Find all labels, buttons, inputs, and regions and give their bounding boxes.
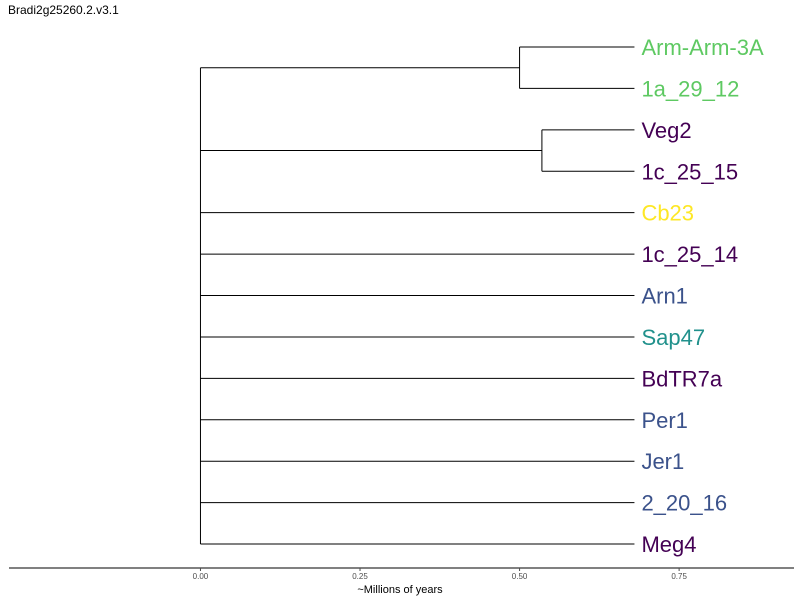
leaf-labels: Arm-Arm-3A 1a_29_12 Veg2 1c_25_15 Cb23 1c_25_… — [641, 35, 764, 557]
leaf-label: Arm-Arm-3A — [641, 35, 764, 60]
x-tick-label: 0.25 — [352, 572, 368, 581]
leaf-label: 2_20_16 — [641, 491, 727, 516]
leaf-label: 1a_29_12 — [641, 76, 739, 101]
leaf-label: Arn1 — [641, 284, 687, 309]
leaf-label: Meg4 — [641, 532, 696, 557]
x-tick-label: 0.00 — [193, 572, 209, 581]
x-axis: 0.00 0.25 0.50 0.75 — [9, 567, 794, 581]
leaf-label: 1c_25_14 — [641, 242, 738, 267]
leaf-label: Jer1 — [641, 449, 684, 474]
chart-title: Bradi2g25260.2.v3.1 — [8, 3, 119, 17]
x-axis-title: ~Millions of years — [357, 584, 443, 596]
leaf-label: 1c_25_15 — [641, 159, 738, 184]
leaf-label: Veg2 — [641, 118, 691, 143]
x-tick-label: 0.75 — [671, 572, 687, 581]
leaf-label: Cb23 — [641, 201, 694, 226]
x-tick-label: 0.50 — [512, 572, 528, 581]
leaf-label: Sap47 — [641, 325, 705, 350]
tree-branches — [199, 46, 635, 545]
leaf-label: BdTR7a — [641, 366, 722, 391]
leaf-label: Per1 — [641, 408, 687, 433]
